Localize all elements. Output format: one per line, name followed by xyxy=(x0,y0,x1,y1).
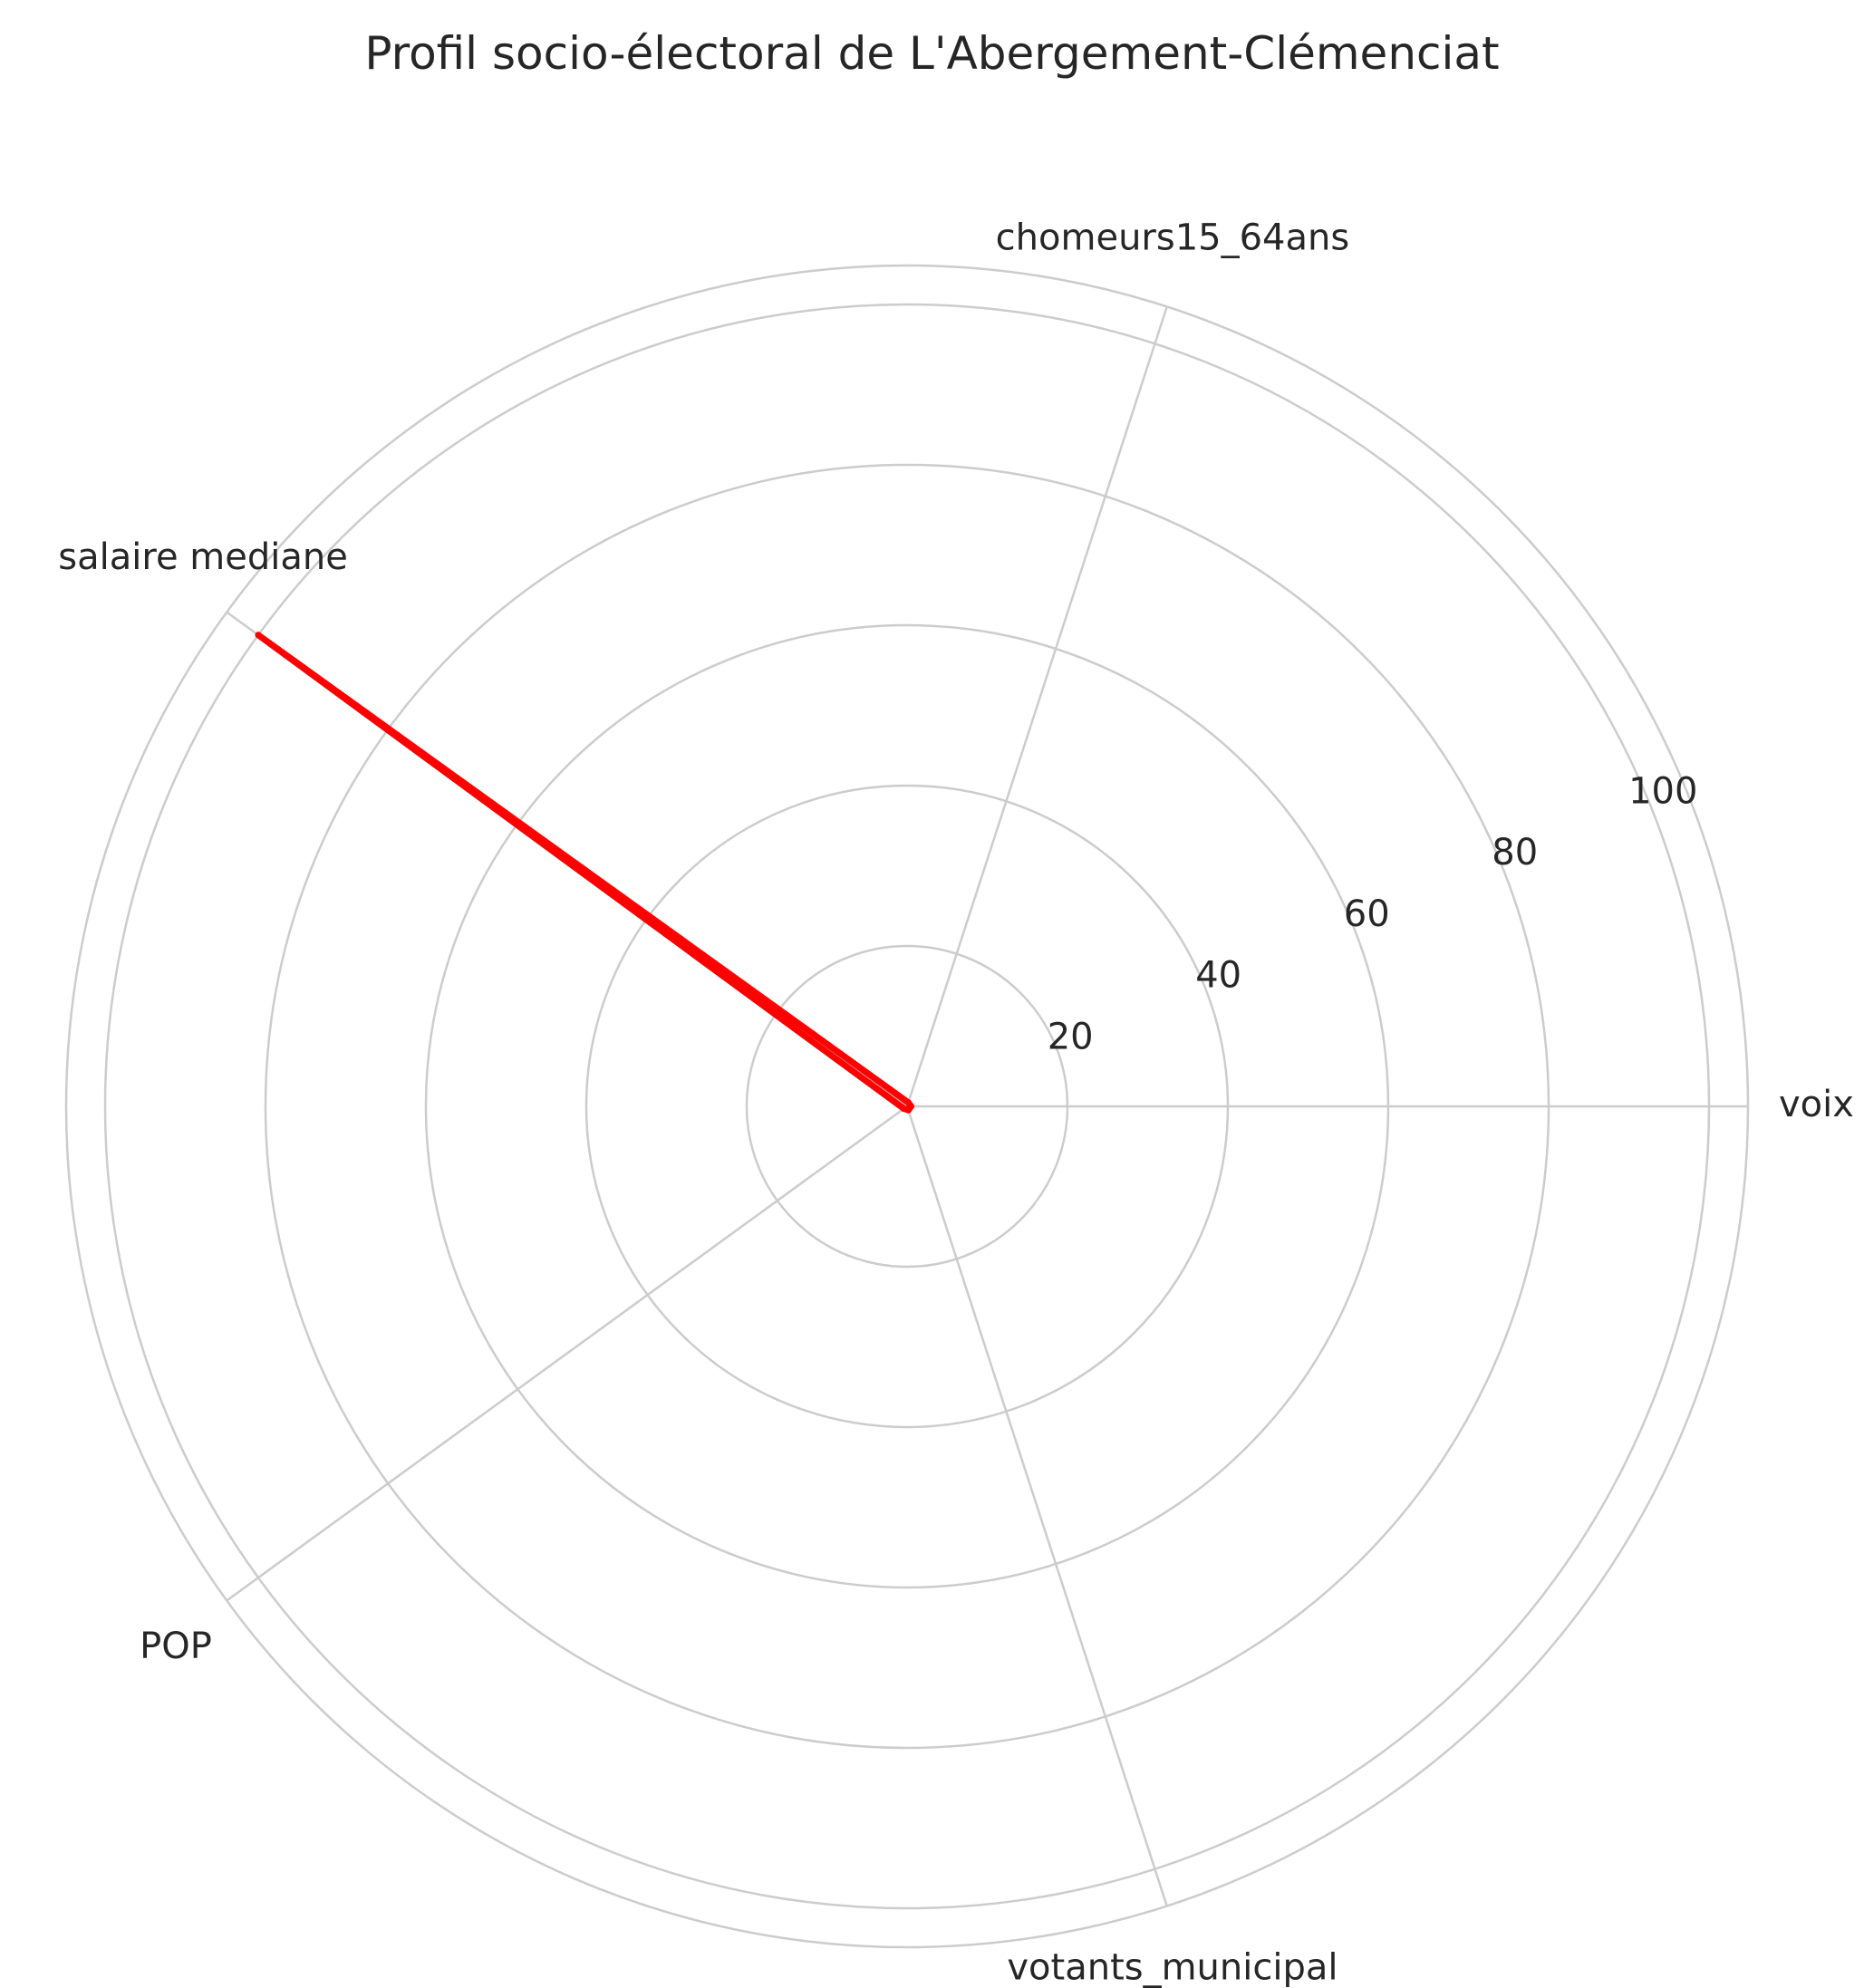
spoke-1 xyxy=(905,306,1168,1107)
spoke-4 xyxy=(905,1105,1168,1906)
category-label: chomeurs15_64ans xyxy=(996,217,1350,258)
category-label: votants_municipal xyxy=(1007,1947,1338,1988)
data-point xyxy=(255,632,262,639)
category-label: voix xyxy=(1779,1084,1854,1125)
data-point xyxy=(904,1099,912,1106)
category-label: salaire mediane xyxy=(58,536,348,578)
r-tick-label: 100 xyxy=(1628,770,1697,812)
chart-title: Profil socio-électoral de L'Abergement-C… xyxy=(364,27,1500,80)
radar-series xyxy=(255,632,914,1114)
r-tick-label: 20 xyxy=(1048,1016,1094,1057)
r-tick-label: 60 xyxy=(1344,893,1390,935)
r-tick-label: 40 xyxy=(1195,955,1241,997)
series-line xyxy=(255,632,914,1114)
spoke-3 xyxy=(226,1105,908,1602)
data-point xyxy=(904,1106,912,1114)
r-tick-label: 80 xyxy=(1492,832,1538,873)
category-label: POP xyxy=(140,1626,212,1667)
